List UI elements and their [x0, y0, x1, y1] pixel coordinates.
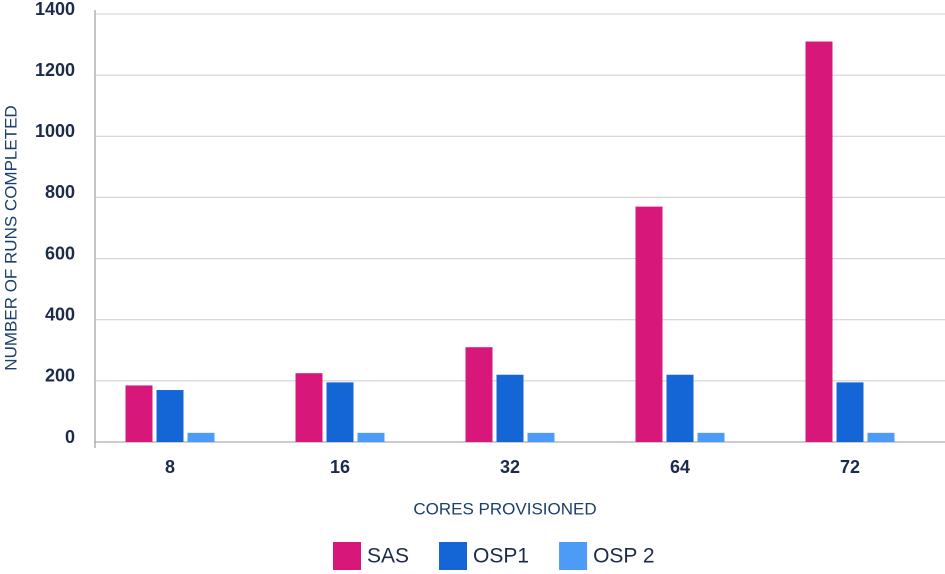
bar — [156, 390, 184, 442]
legend-label: SAS — [367, 545, 409, 568]
y-tick-label: 600 — [45, 243, 75, 263]
y-axis-title: NUMBER OF RUNS COMPLETED — [1, 105, 20, 370]
x-tick-label: 64 — [670, 457, 690, 477]
bar — [187, 432, 215, 442]
y-tick-label: 1400 — [35, 0, 75, 19]
x-tick-label: 16 — [330, 457, 350, 477]
y-tick-label: 400 — [45, 304, 75, 324]
bar — [805, 41, 833, 443]
legend-swatch — [559, 542, 588, 570]
y-tick-label: 1000 — [35, 121, 75, 141]
legend-label: OSP 2 — [593, 545, 654, 568]
bar — [357, 432, 385, 442]
bar — [836, 382, 864, 442]
bar — [125, 385, 153, 442]
bar — [697, 432, 725, 442]
x-tick-label: 32 — [500, 457, 520, 477]
bar — [666, 374, 694, 442]
bar — [295, 373, 323, 442]
y-tick-label: 0 — [65, 427, 75, 447]
bar — [465, 347, 493, 442]
x-tick-label: 72 — [840, 457, 860, 477]
bar — [326, 382, 354, 442]
legend-swatch — [333, 542, 361, 570]
y-tick-label: 200 — [45, 366, 75, 386]
legend-label: OSP1 — [473, 545, 529, 568]
legend-swatch — [439, 542, 468, 570]
x-axis-title: CORES PROVISIONED — [413, 499, 596, 518]
bar — [635, 206, 663, 442]
bar — [496, 374, 524, 442]
bar — [527, 432, 555, 442]
x-tick-label: 8 — [165, 457, 175, 477]
bar — [867, 432, 895, 442]
y-tick-label: 1200 — [35, 60, 75, 80]
y-tick-label: 800 — [45, 182, 75, 202]
